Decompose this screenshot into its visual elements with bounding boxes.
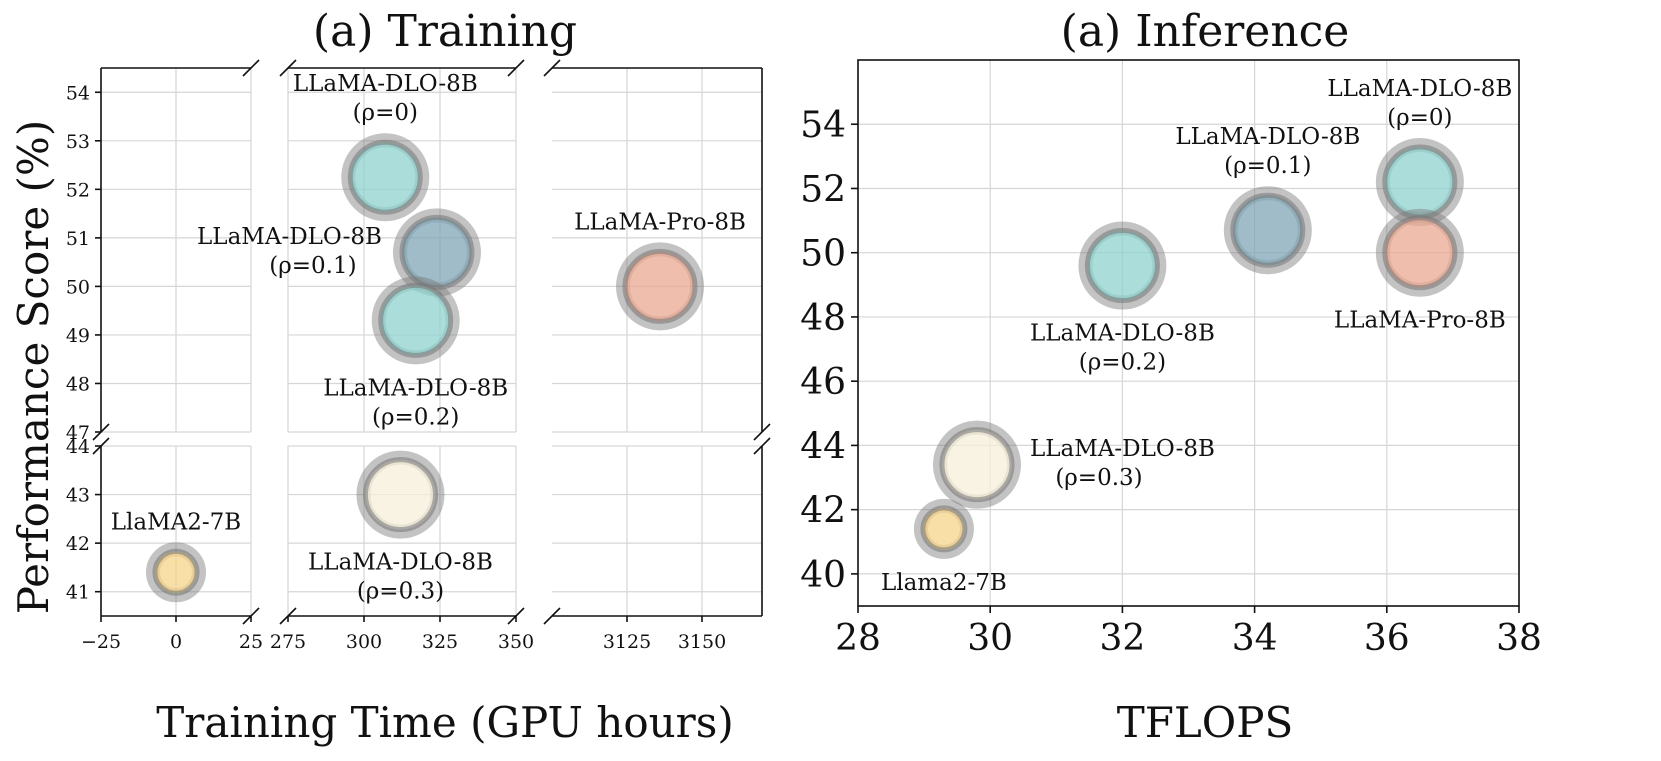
training-xtick-label-0-0: −25 (81, 631, 121, 653)
training-labels: LlaMA2-7B LLaMA-DLO-8B (ρ=0) LLaMA-DLO-8B (ρ… (111, 71, 746, 604)
training-xtick-label-1-2: 325 (422, 631, 458, 653)
training-xbreak-2 (507, 59, 525, 77)
inference-frames (857, 59, 1520, 607)
training-frames (92, 59, 771, 625)
training-ybreak-3 (753, 437, 771, 455)
inference-ytick-label-3: 46 (800, 362, 846, 403)
inference-point-label-4-line-1: (ρ=0) (1387, 105, 1452, 131)
inference-point-label-3-line-1: (ρ=0.1) (1224, 153, 1311, 179)
training-bubble-4 (362, 457, 438, 533)
training-ytick-label-0-1: 48 (66, 373, 90, 395)
training-xbreak-0 (242, 59, 260, 77)
inference-points (913, 138, 1464, 559)
training-point-label-0-line-0: LlaMA2-7B (111, 509, 241, 535)
inference-xtick-label-1: 30 (967, 618, 1013, 659)
training-bubble-3 (378, 282, 454, 358)
inference-point-label-1-line-1: (ρ=0.3) (1055, 465, 1142, 491)
training-xtick-label-0-1: 0 (170, 631, 182, 653)
inference-bubble-5 (1382, 215, 1458, 291)
training-points (146, 133, 704, 603)
training-ytick-label-1-0: 41 (66, 582, 90, 604)
training-ticks: −25 0 25 275 300 325 350 3125 3150 47 48 49 50 51 52 53… (66, 82, 726, 653)
training-ytick-label-1-1: 42 (66, 533, 90, 555)
training-title: (a) Training (313, 6, 577, 57)
inference-ytick-label-5: 50 (800, 234, 846, 275)
training-point-label-3-line-0: LLaMA-DLO-8B (323, 375, 508, 401)
inference-point-label-5-line-0: LLaMA-Pro-8B (1334, 308, 1506, 334)
inference-ticks: 28 30 32 34 36 38 40 42 44 46 48 50 52 54 (800, 105, 1542, 659)
training-panel: (a) Training Training Time (GPU hours) P… (9, 6, 771, 747)
training-ytick-label-1-3: 44 (66, 436, 90, 458)
training-ytick-label-0-6: 53 (66, 131, 90, 153)
inference-ytick-label-0: 40 (800, 555, 846, 596)
inference-xtick-label-4: 36 (1364, 618, 1410, 659)
training-ytick-label-0-5: 52 (66, 179, 90, 201)
inference-panel: (a) Inference TFLOPS 28 30 32 34 36 38 40 42 44 4… (800, 6, 1542, 747)
training-xtick-label-0-2: 25 (239, 631, 263, 653)
training-point-label-1-line-0: LLaMA-DLO-8B (293, 71, 478, 97)
training-xbreak-3 (543, 59, 561, 77)
training-xtick-label-1-1: 300 (346, 631, 382, 653)
training-xlabel: Training Time (GPU hours) (156, 698, 733, 747)
inference-ytick-label-7: 54 (800, 105, 846, 146)
training-xbreak-7 (543, 607, 561, 625)
training-ytick-label-0-2: 49 (66, 325, 90, 347)
inference-ytick-label-6: 52 (800, 169, 846, 210)
training-point-label-4-line-0: LLaMA-DLO-8B (308, 550, 493, 576)
training-xtick-label-1-3: 350 (498, 631, 534, 653)
training-point-label-2-line-0: LLaMA-DLO-8B (197, 224, 382, 250)
inference-point-label-2-line-1: (ρ=0.2) (1079, 350, 1166, 376)
training-xtick-label-2-0: 3125 (603, 631, 651, 653)
training-xtick-label-2-1: 3150 (678, 631, 726, 653)
training-ybreak-2 (753, 423, 771, 441)
inference-point-label-0-line-0: Llama2-7B (881, 570, 1007, 596)
inference-title: (a) Inference (1061, 6, 1350, 57)
training-bubble-0 (152, 548, 200, 596)
training-ytick-label-0-0: 47 (66, 422, 90, 444)
training-point-label-3-line-1: (ρ=0.2) (372, 404, 459, 430)
inference-point-label-1-line-0: LLaMA-DLO-8B (1030, 436, 1215, 462)
inference-point-label-2-line-0: LLaMA-DLO-8B (1030, 321, 1215, 347)
inference-bubble-1 (939, 427, 1015, 503)
inference-xtick-label-3: 34 (1232, 618, 1278, 659)
inference-bubble-2 (1084, 228, 1160, 304)
training-bubble-2 (399, 214, 475, 290)
inference-frame (857, 59, 1520, 607)
inference-xlabel: TFLOPS (1117, 698, 1294, 747)
inference-bubble-0 (920, 505, 968, 553)
inference-xtick-label-5: 38 (1496, 618, 1542, 659)
training-point-label-1-line-1: (ρ=0) (353, 100, 418, 126)
training-point-label-5-line-0: LLaMA-Pro-8B (574, 209, 746, 235)
training-point-label-2-line-1: (ρ=0.1) (269, 253, 356, 279)
training-bubble-1 (347, 139, 423, 215)
training-ytick-label-1-2: 43 (66, 485, 90, 507)
inference-bubble-4 (1382, 144, 1458, 220)
inference-grid (857, 60, 1520, 606)
training-point-label-4-line-1: (ρ=0.3) (357, 579, 444, 605)
inference-labels: Llama2-7B LLaMA-DLO-8B (ρ=0.3) LLaMA-DLO-8B… (881, 76, 1512, 596)
inference-bubble-3 (1230, 192, 1306, 268)
training-ytick-label-0-4: 51 (66, 228, 90, 250)
inference-ytick-label-2: 44 (800, 426, 846, 467)
inference-point-label-4-line-0: LLaMA-DLO-8B (1327, 76, 1512, 102)
training-ytick-label-0-7: 54 (66, 82, 90, 104)
inference-xtick-label-0: 28 (835, 618, 881, 659)
inference-xtick-label-2: 32 (1099, 618, 1145, 659)
inference-point-label-3-line-0: LLaMA-DLO-8B (1175, 124, 1360, 150)
training-ytick-label-0-3: 50 (66, 276, 90, 298)
training-xtick-label-1-0: 275 (270, 631, 306, 653)
training-ylabel: Performance Score (%) (9, 120, 58, 614)
inference-ytick-label-1: 42 (800, 491, 846, 532)
inference-ytick-label-4: 48 (800, 298, 846, 339)
training-bubble-5 (622, 248, 698, 324)
training-xbreak-1 (279, 59, 297, 77)
